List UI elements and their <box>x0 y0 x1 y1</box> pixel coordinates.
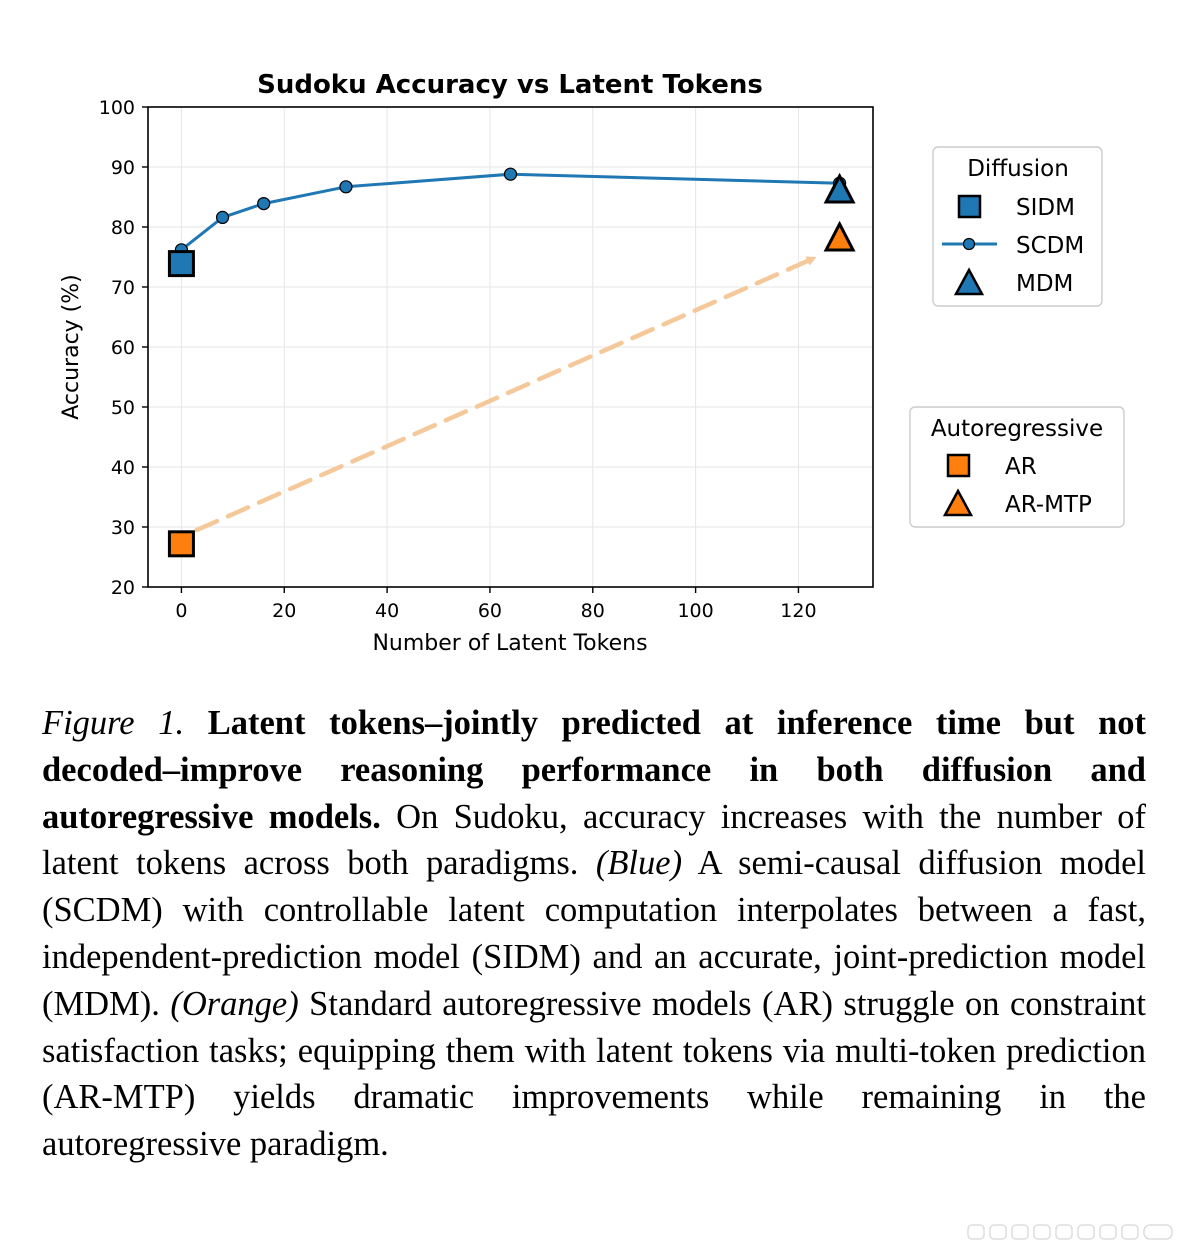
x-tick-label: 20 <box>272 600 296 622</box>
grid <box>148 106 873 588</box>
legend-title: Diffusion <box>967 156 1069 182</box>
y-tick-label: 20 <box>111 577 135 599</box>
annotations <box>194 255 817 533</box>
caption-text: On Sudoku, accuracy increases with the n… <box>42 797 1147 883</box>
y-tick-label: 80 <box>111 217 135 239</box>
caption-text: Standard autoregressive models (AR) stru… <box>42 984 1146 1164</box>
data-point-scdm <box>215 210 230 224</box>
series <box>167 167 856 558</box>
legend-marker-scdm <box>962 237 976 251</box>
plot-frame <box>147 106 874 588</box>
series-ar <box>167 530 195 558</box>
data-point-ar-mtp <box>823 220 856 252</box>
x-tick-label: 60 <box>478 600 502 622</box>
legend-frame <box>932 146 1103 307</box>
caption-blue-label: (Blue) <box>595 844 683 883</box>
series-line-scdm <box>180 172 840 251</box>
y-axis-label: Accuracy (%) <box>59 274 84 420</box>
caption-orange-label: (Orange) <box>170 984 299 1023</box>
x-tick-label: 0 <box>175 600 187 622</box>
series-mdm <box>823 172 856 204</box>
y-tick-label: 40 <box>111 457 135 479</box>
figure-caption: Figure 1. Latent tokens–jointly predicte… <box>42 700 1146 1168</box>
data-point-scdm <box>503 167 518 181</box>
y-tick-label: 50 <box>111 397 135 419</box>
y-tick-label: 60 <box>111 337 135 359</box>
caption-bold-summary: Latent tokens–jointly predicted at infer… <box>42 704 1147 836</box>
series-sidm <box>167 250 195 278</box>
legend-label-ar: AR <box>1005 454 1037 480</box>
legend-marker-ar-mtp <box>942 488 974 517</box>
y-tick-label: 90 <box>111 157 135 179</box>
x-axis-label: Number of Latent Tokens <box>372 631 647 656</box>
y-tick-label: 100 <box>99 97 135 119</box>
x-tick-label: 80 <box>581 600 605 622</box>
legend-title: Autoregressive <box>931 416 1103 442</box>
chart: Sudoku Accuracy vs Latent Tokens 0 20 40 60… <box>59 70 1125 656</box>
figure-label: Figure 1. <box>42 704 185 742</box>
caption-text: A semi-causal diffusion model (SCDM) wit… <box>42 844 1147 1023</box>
legend-label-scdm: SCDM <box>1016 233 1084 259</box>
legend-diffusion: Diffusion SIDM SCDM MDM <box>932 146 1103 307</box>
data-point-sidm <box>167 250 195 278</box>
legend-marker-sidm <box>957 194 982 219</box>
series-scdm <box>174 167 847 257</box>
y-tick-label: 70 <box>111 277 135 299</box>
watermark-dots <box>967 1224 1173 1240</box>
axis-ticks: 0 20 40 60 80 100 120 20 30 40 50 60 70 80 90 100 <box>99 97 817 622</box>
legend-label-sidm: SIDM <box>1016 195 1075 221</box>
legend-autoregressive: Autoregressive AR AR-MTP <box>909 406 1125 528</box>
data-point-mdm <box>823 172 856 204</box>
legend-frame <box>909 406 1125 528</box>
data-point-scdm <box>257 197 271 211</box>
x-tick-label: 40 <box>375 600 399 622</box>
chart-title: Sudoku Accuracy vs Latent Tokens <box>257 70 763 100</box>
legend-marker-mdm <box>953 267 985 296</box>
legend-label-mdm: MDM <box>1016 271 1073 297</box>
improvement-arrow <box>194 255 817 533</box>
series-ar-mtp <box>823 220 856 252</box>
legend-label-ar-mtp: AR-MTP <box>1005 492 1092 518</box>
data-point-ar <box>167 530 195 558</box>
x-tick-label: 120 <box>780 600 816 622</box>
data-point-scdm <box>339 180 353 194</box>
legend-marker-ar <box>946 453 971 478</box>
y-tick-label: 30 <box>111 517 135 539</box>
x-tick-label: 100 <box>677 600 713 622</box>
